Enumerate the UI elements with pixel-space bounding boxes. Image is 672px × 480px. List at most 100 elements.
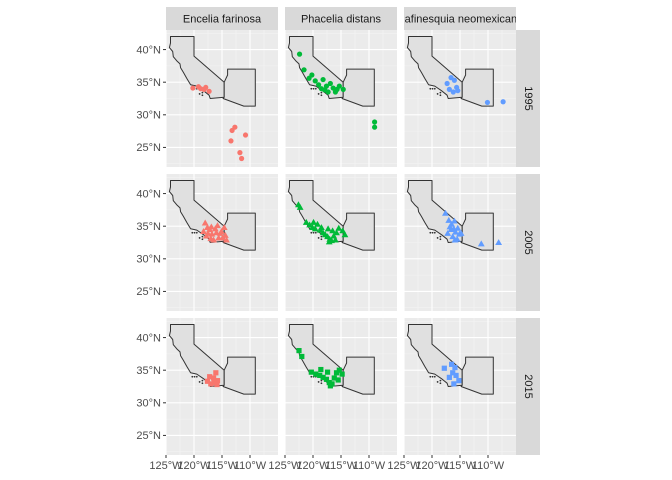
point-phacelia-distans-1995 [327,80,333,87]
point-phacelia-distans-2005 [333,229,340,236]
point-rafinesquia-neomexicana-1995 [455,88,461,94]
channel-island [431,87,434,90]
point-encelia-farinosa-2005 [223,236,230,243]
point-phacelia-distans-2015 [313,371,319,377]
point-phacelia-distans-1995 [312,78,318,84]
point-phacelia-distans-1995 [296,51,303,57]
panel-rafinesquia-neomexicana-1995 [404,30,516,167]
y-tick-label: 35°N [136,221,161,233]
arizona-outline [341,356,375,395]
point-encelia-farinosa-2005 [207,235,215,242]
channel-island [429,231,432,234]
channel-island [320,379,323,382]
point-phacelia-distans-2015 [296,348,302,354]
channel-island [439,94,442,97]
y-tick-label: 30°N [136,254,161,266]
channel-island [193,375,196,378]
point-rafinesquia-neomexicana-2015 [446,374,452,380]
point-phacelia-distans-2015 [323,376,330,382]
y-tick-label: 25°N [136,430,161,442]
point-phacelia-distans-2005 [329,227,336,234]
point-phacelia-distans-2005 [339,227,347,234]
x-tick-label: 120°W [296,460,330,472]
point-phacelia-distans-1995 [332,89,338,95]
channel-island [320,94,323,97]
y-tick-label: 30°N [136,398,161,410]
channel-island [198,381,201,383]
arizona-outline [341,68,375,107]
point-rafinesquia-neomexicana-2015 [453,372,459,379]
channel-island [433,87,436,90]
point-encelia-farinosa-2005 [207,223,215,230]
point-rafinesquia-neomexicana-2005 [451,217,458,224]
channel-island [429,87,432,90]
x-tick-label: 125°W [387,460,421,472]
point-encelia-farinosa-2005 [214,222,221,229]
channel-island [314,231,317,234]
arizona-outline [460,212,494,251]
point-rafinesquia-neomexicana-2015 [451,381,457,387]
point-phacelia-distans-2015 [333,370,340,376]
strip-background [404,7,516,30]
channel-island [436,237,439,239]
channel-island [201,382,204,385]
facet-strip-rafinesquia-neomexicana: Rafinesquia neomexicana [397,7,524,30]
point-encelia-farinosa-1995 [203,84,209,91]
channel-island [439,238,442,241]
panel-content [404,174,516,311]
point-encelia-farinosa-1995 [237,150,243,156]
panel-content [404,318,516,455]
point-phacelia-distans-1995 [323,83,330,89]
facet-row-label: 2015 [522,374,534,398]
channel-island [201,235,204,238]
point-rafinesquia-neomexicana-2005 [446,223,454,230]
point-phacelia-distans-2015 [324,369,331,375]
y-tick-label: 30°N [136,110,161,122]
point-rafinesquia-neomexicana-1995 [444,80,450,87]
channel-island [320,238,323,241]
point-encelia-farinosa-2005 [201,219,209,226]
y-tick-label: 35°N [136,77,161,89]
point-phacelia-distans-1995 [316,82,322,88]
x-tick-label: 115°W [444,460,477,472]
point-phacelia-distans-2015 [339,371,345,377]
point-rafinesquia-neomexicana-2005 [445,216,453,223]
point-phacelia-distans-1995 [340,86,346,92]
facet-strip-row-1995: 1995 [516,30,540,167]
point-phacelia-distans-2015 [327,383,333,389]
point-phacelia-distans-2015 [331,375,337,381]
channel-island [191,231,194,234]
channel-island [431,375,434,378]
channel-island [317,237,320,239]
channel-island [439,235,442,238]
point-phacelia-distans-1995 [325,89,331,95]
point-phacelia-distans-2015 [299,353,305,360]
point-phacelia-distans-2005 [341,231,349,238]
point-encelia-farinosa-1995 [232,124,238,130]
panel-rafinesquia-neomexicana-2015 [404,318,516,455]
point-phacelia-distans-2005 [310,218,317,225]
point-phacelia-distans-2005 [335,224,343,231]
point-encelia-farinosa-2005 [213,229,220,236]
channel-island [312,87,315,90]
facet-column-label: Rafinesquia neomexicana [397,14,524,26]
point-phacelia-distans-2005 [332,236,339,243]
x-tick-label: 110°W [472,460,505,472]
arizona-outline [460,356,494,395]
channel-island [320,235,323,238]
point-phacelia-distans-2005 [306,221,314,228]
panel-phacelia-distans-1995 [285,30,397,167]
point-rafinesquia-neomexicana-2005 [454,224,462,231]
point-rafinesquia-neomexicana-2005 [451,236,459,243]
channel-island [201,379,204,382]
point-phacelia-distans-2015 [318,366,324,373]
channel-island [191,375,194,378]
y-tick-label: 40°N [136,44,161,56]
point-rafinesquia-neomexicana-2015 [452,364,458,371]
point-encelia-farinosa-1995 [206,88,212,94]
x-tick-label: 110°W [234,460,267,472]
strip-background [516,174,540,311]
point-encelia-farinosa-2005 [221,231,229,238]
